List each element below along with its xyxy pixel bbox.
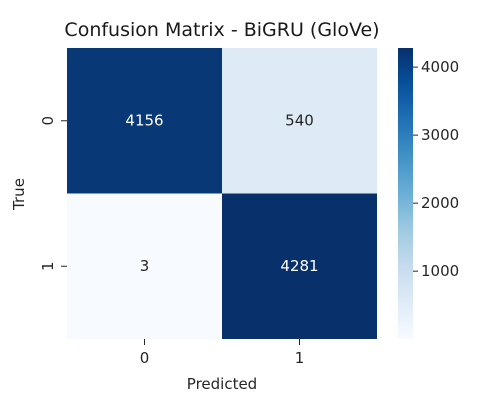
colorbar-tick-label: 4000	[421, 58, 459, 76]
heatmap-cell-1-0	[67, 193, 222, 339]
x-axis-label: Predicted	[187, 375, 257, 393]
y-axis-label: True	[10, 178, 28, 211]
y-tick-label: 1	[39, 261, 57, 271]
x-tick-label: 0	[140, 349, 150, 367]
colorbar-tick-label: 1000	[421, 262, 459, 280]
chart-title: Confusion Matrix - BiGRU (GloVe)	[64, 19, 379, 41]
colorbar	[398, 48, 413, 339]
heatmap-cell-1-1	[222, 193, 377, 339]
heatmap-annotation-1-1: 4281	[280, 257, 318, 275]
heatmap-annotations: 4156 540 3 4281	[125, 111, 318, 275]
colorbar-tick-label: 2000	[421, 194, 459, 212]
heatmap-cell-0-1	[222, 48, 377, 194]
y-axis-ticks: 01	[39, 116, 67, 271]
heatmap-annotation-1-0: 3	[140, 257, 150, 275]
heatmap-cell-0-0	[67, 48, 222, 194]
heatmap-cells	[67, 48, 377, 339]
x-tick-label: 1	[295, 349, 305, 367]
y-tick-label: 0	[39, 116, 57, 126]
heatmap-annotation-0-0: 4156	[125, 111, 163, 129]
colorbar-ticks: 1000 2000 3000 4000	[413, 58, 459, 280]
colorbar-tick-label: 3000	[421, 126, 459, 144]
heatmap-annotation-0-1: 540	[285, 111, 314, 129]
